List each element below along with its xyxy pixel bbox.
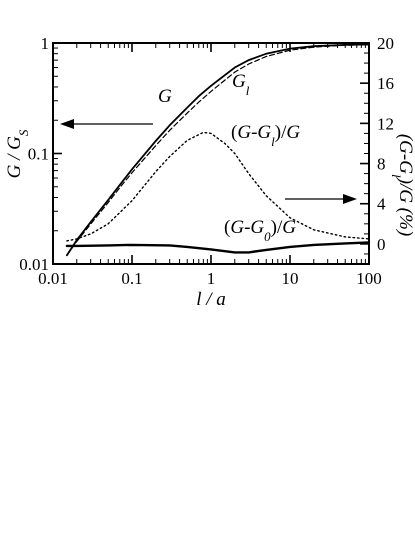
y-right-tick-label: 20 <box>377 34 394 53</box>
curves <box>65 43 371 257</box>
x-tick-label: 10 <box>282 269 299 288</box>
series-line-3 <box>66 131 370 242</box>
y-right-tick-label: 4 <box>377 195 386 214</box>
x-tick-label: 0.1 <box>121 269 142 288</box>
y-left-tick-label: 1 <box>41 34 50 53</box>
x-axis-title: l / a <box>196 289 226 310</box>
left-arrow-head <box>60 119 74 129</box>
series-line-1 <box>66 43 370 257</box>
y-right-tick-label: 0 <box>377 235 386 254</box>
series-label-gl: Gl <box>232 71 250 98</box>
series-label-g-minus-gl: (G-Gl)/G <box>231 122 300 149</box>
y-right-tick-label: 16 <box>377 74 394 93</box>
series-label-g: G <box>158 86 172 107</box>
y-right-tick-label: 8 <box>377 155 386 174</box>
plot-frame <box>52 42 370 265</box>
x-tick-label: 0.01 <box>38 269 68 288</box>
y-left-tick-label: 0.1 <box>28 145 49 164</box>
x-tick-label: 1 <box>207 269 216 288</box>
right-arrow-head <box>343 194 357 204</box>
series-line-4 <box>65 241 371 254</box>
x-tick-label: 100 <box>356 269 382 288</box>
series-label-g-minus-g0: (G-G0)/G <box>224 217 296 244</box>
y-right-tick-label: 12 <box>377 114 394 133</box>
ticks <box>52 42 370 265</box>
y-left-axis-title: G / GS <box>4 129 31 178</box>
y-left-tick-label: 0.01 <box>19 255 49 274</box>
axis-arrows <box>60 119 357 204</box>
series-line-2 <box>66 44 370 256</box>
y-right-axis-title: (G-Gl)/G (%) <box>390 134 415 236</box>
